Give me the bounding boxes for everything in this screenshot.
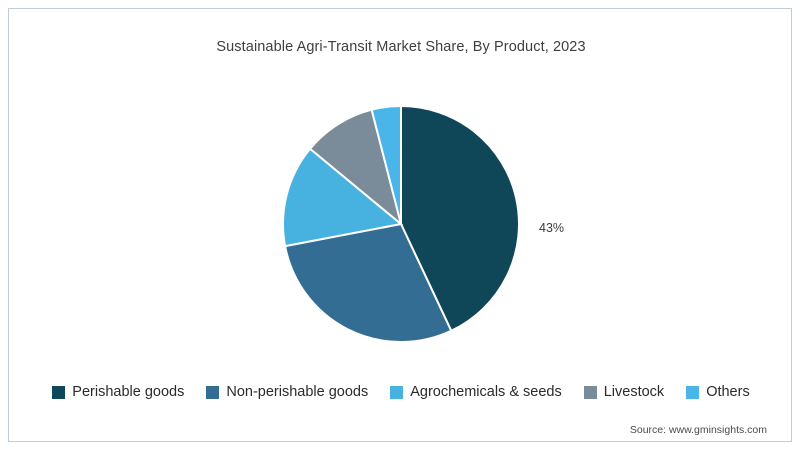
legend-label: Non-perishable goods [226, 384, 369, 400]
pie-slice [282, 147, 404, 248]
legend-item[interactable]: Agrochemicals & seeds [390, 384, 562, 400]
chart-frame: Sustainable Agri-Transit Market Share, B… [8, 8, 792, 442]
source-note: Source: www.gminsights.com [629, 424, 767, 436]
legend-label: Agrochemicals & seeds [410, 384, 562, 400]
legend-swatch-icon [206, 385, 220, 399]
pie-slice-label-perishable-goods: 43% [539, 221, 565, 235]
legend-item[interactable]: Perishable goods [52, 384, 184, 400]
legend-item[interactable]: Livestock [583, 384, 665, 400]
legend-swatch-icon [390, 385, 404, 399]
legend-swatch-icon [686, 385, 700, 399]
legend-label: Others [706, 384, 750, 400]
pie-slice [370, 104, 402, 225]
chart-title: Sustainable Agri-Transit Market Share, B… [216, 39, 586, 55]
pie-slice [400, 104, 520, 333]
legend-label: Perishable goods [72, 384, 185, 400]
legend-item[interactable]: Non-perishable goods [206, 384, 368, 400]
legend-swatch-icon [583, 385, 597, 399]
legend-item[interactable]: Others [686, 384, 750, 400]
legend-label: Livestock [603, 384, 665, 400]
chart-legend: Perishable goods Non-perishable goods Agro… [9, 384, 793, 400]
pie-svg [282, 104, 520, 343]
pie-slice [283, 222, 453, 343]
legend-swatch-icon [52, 385, 66, 399]
pie-chart [281, 104, 521, 344]
